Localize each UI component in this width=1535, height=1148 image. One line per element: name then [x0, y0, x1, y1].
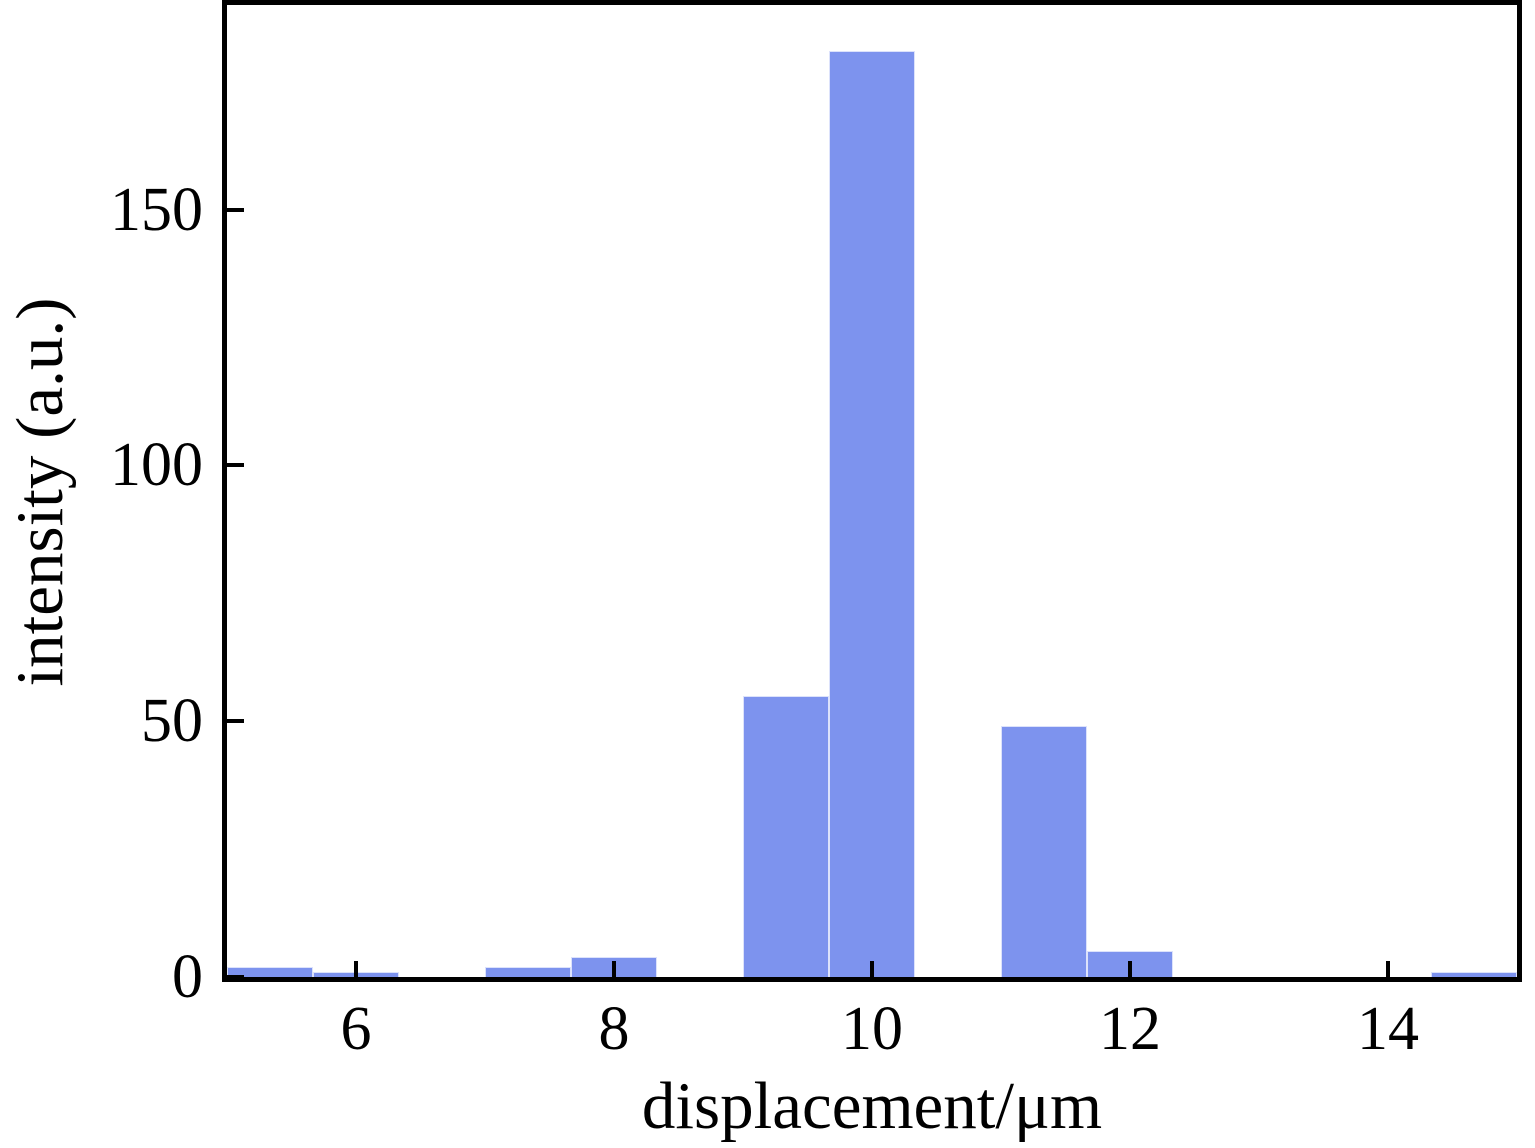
y-tick-mark	[227, 207, 244, 212]
x-tick-label: 6	[340, 995, 372, 1063]
y-tick-mark	[227, 719, 244, 724]
x-tick-label: 14	[1357, 995, 1419, 1063]
x-tick-mark	[1128, 961, 1132, 977]
x-tick-mark	[1386, 961, 1390, 977]
y-tick-label: 0	[172, 943, 203, 1011]
x-tick-mark	[870, 961, 874, 977]
y-tick-mark	[227, 975, 244, 979]
histogram-bar	[829, 51, 916, 977]
histogram-bar	[1001, 726, 1088, 977]
x-tick-label: 12	[1099, 995, 1161, 1063]
plot-area	[222, 0, 1522, 982]
x-tick-label: 8	[598, 995, 630, 1063]
histogram-bar	[1430, 971, 1517, 977]
y-tick-label: 150	[110, 175, 203, 244]
x-tick-mark	[612, 961, 616, 977]
y-tick-label: 100	[110, 431, 203, 500]
plot-inner	[227, 5, 1517, 979]
y-tick-mark	[227, 463, 244, 468]
histogram-bar	[485, 966, 572, 977]
x-tick-label: 10	[841, 995, 903, 1063]
y-tick-label: 50	[141, 687, 203, 756]
x-axis-label: displacement/μm	[641, 1069, 1103, 1143]
histogram-bar	[743, 695, 830, 977]
x-tick-mark	[354, 961, 358, 977]
y-axis-label: intensity (a.u.)	[3, 297, 77, 687]
histogram-bar	[227, 966, 314, 977]
